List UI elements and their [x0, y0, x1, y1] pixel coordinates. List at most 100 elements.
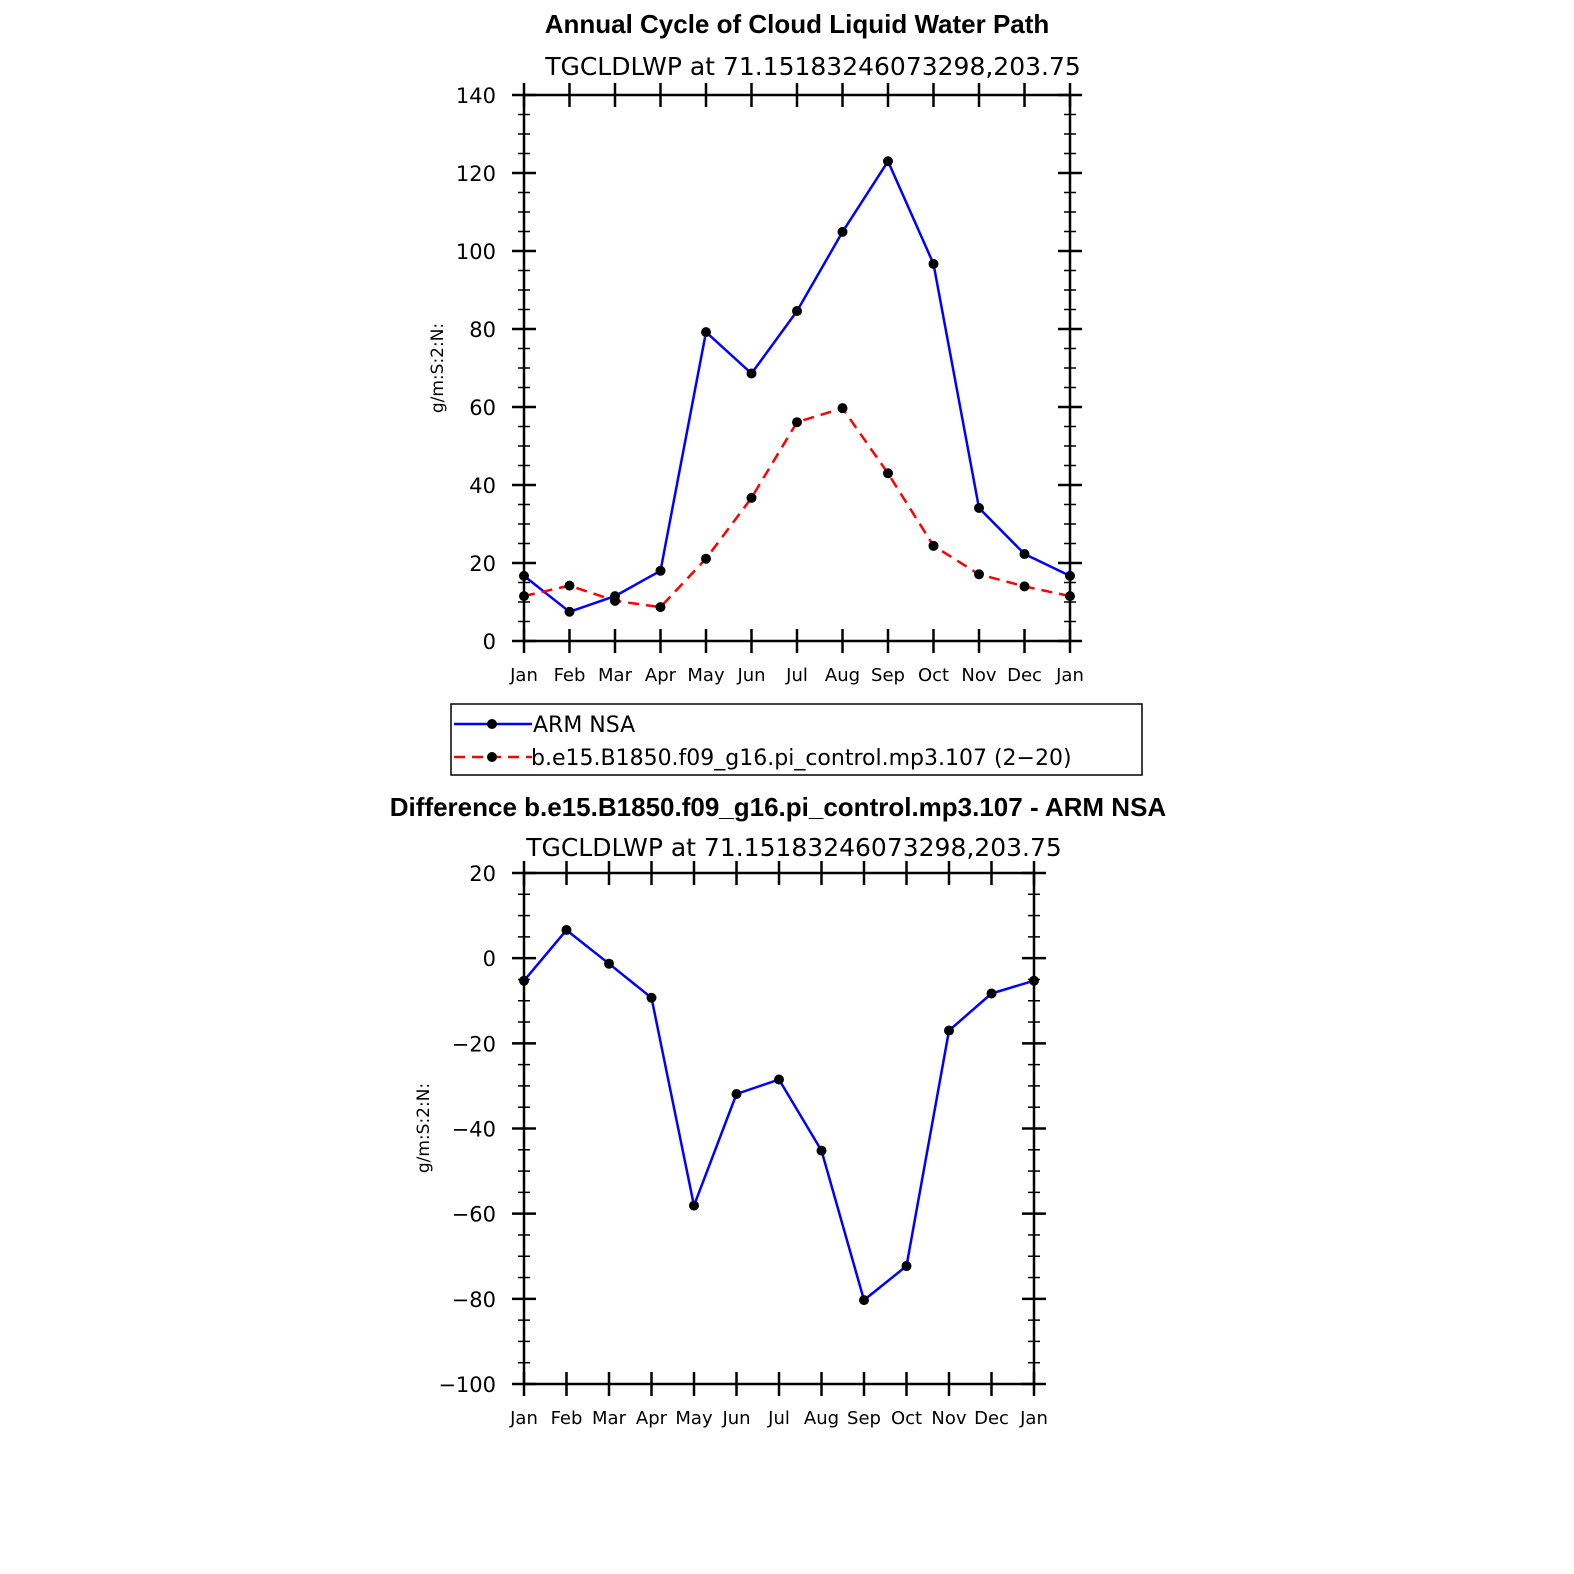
chart-title: Annual Cycle of Cloud Liquid Water Path — [545, 9, 1050, 39]
data-point — [655, 602, 666, 613]
data-point — [561, 925, 572, 936]
y-tick-label: 20 — [469, 552, 496, 576]
data-point — [883, 468, 893, 479]
data-point — [604, 958, 614, 969]
x-tick-label: Jun — [736, 665, 765, 686]
x-tick-label: Aug — [825, 665, 860, 686]
axis-ticks — [512, 83, 1082, 653]
data-point — [859, 1295, 869, 1306]
x-tick-label: Apr — [636, 1408, 668, 1429]
series-line — [523, 928, 1035, 1302]
series-lines — [523, 928, 1035, 1302]
y-tick-labels: −100 −80 −60 −40 −20 0 20 — [438, 862, 496, 1397]
x-tick-label: Jan — [509, 1408, 538, 1429]
x-tick-label: Jul — [767, 1408, 790, 1429]
data-point — [792, 306, 802, 317]
data-point — [901, 1261, 912, 1272]
series-lines — [523, 160, 1071, 614]
x-tick-label: Apr — [645, 665, 677, 686]
x-tick-label: Sep — [847, 1408, 881, 1429]
y-tick-label: −40 — [452, 1118, 496, 1142]
data-point — [701, 327, 711, 338]
y-axis-label: g/m:S:2:N: — [414, 1083, 434, 1173]
plot-frame — [522, 871, 1036, 1386]
y-tick-label: 0 — [483, 630, 496, 654]
y-tick-label: 100 — [456, 240, 496, 264]
x-tick-label: Jul — [785, 665, 808, 686]
annual-cycle-panel: Annual Cycle of Cloud Liquid Water Path … — [428, 9, 1084, 686]
y-tick-label: −20 — [452, 1032, 496, 1056]
x-tick-label: Aug — [804, 1408, 839, 1429]
x-tick-labels: Jan Feb Mar Apr May Jun Jul Aug Sep Oct Nov Dec Jan — [509, 1408, 1048, 1429]
x-tick-label: Dec — [1007, 665, 1042, 686]
chart-subtitle: TGCLDLWP at 71.15183246073298,203.75 — [525, 833, 1062, 862]
data-point — [974, 503, 984, 514]
y-tick-label: 20 — [469, 862, 496, 886]
data-point — [701, 553, 711, 564]
series-points — [519, 156, 1075, 617]
data-point — [986, 988, 997, 999]
x-tick-label: Jan — [1019, 1408, 1048, 1429]
x-tick-labels: Jan Feb Mar Apr May Jun Jul Aug Sep Oct Nov Dec Jan — [509, 665, 1084, 686]
x-tick-label: Jun — [721, 1408, 750, 1429]
x-tick-label: Mar — [592, 1408, 627, 1429]
chart-subtitle: TGCLDLWP at 71.15183246073298,203.75 — [544, 52, 1081, 81]
plot-frame — [522, 93, 1072, 643]
y-tick-label: −100 — [438, 1373, 496, 1397]
data-point — [731, 1089, 742, 1100]
legend-label-model: b.e15.B1850.f09_g16.pi_control.mp3.107 (… — [531, 746, 1072, 771]
y-tick-label: 0 — [483, 947, 496, 971]
data-point — [816, 1145, 827, 1156]
legend: ARM NSA b.e15.B1850.f09_g16.pi_control.m… — [450, 703, 1143, 776]
data-point — [564, 606, 575, 617]
x-tick-label: Dec — [974, 1408, 1009, 1429]
y-tick-label: 80 — [469, 318, 496, 342]
data-point — [883, 156, 893, 167]
y-tick-labels: 0 20 40 60 80 100 120 140 — [456, 84, 496, 654]
x-tick-label: May — [687, 665, 725, 686]
x-tick-label: Oct — [918, 665, 949, 686]
x-tick-label: Nov — [931, 1408, 966, 1429]
y-tick-label: 120 — [456, 162, 496, 186]
x-tick-label: Sep — [871, 665, 905, 686]
data-point — [689, 1200, 699, 1211]
legend-entry-model: b.e15.B1850.f09_g16.pi_control.mp3.107 (… — [454, 746, 1072, 771]
data-point — [746, 368, 757, 379]
data-point — [774, 1074, 784, 1085]
data-point — [646, 992, 657, 1003]
data-point — [837, 226, 848, 237]
difference-panel: Difference b.e15.B1850.f09_g16.pi_contro… — [390, 792, 1167, 1429]
data-point — [1019, 581, 1030, 592]
legend-box — [450, 703, 1143, 776]
axis-ticks — [512, 861, 1046, 1396]
y-tick-label: −80 — [452, 1288, 496, 1312]
y-axis-label: g/m:S:2:N: — [428, 323, 448, 413]
y-tick-label: 140 — [456, 84, 496, 108]
series-points — [519, 925, 1039, 1306]
data-point — [837, 403, 848, 414]
x-tick-label: Mar — [598, 665, 633, 686]
x-tick-label: May — [675, 1408, 713, 1429]
y-tick-label: −60 — [452, 1203, 496, 1227]
data-point — [1019, 549, 1030, 560]
data-point — [564, 580, 575, 591]
x-tick-label: Jan — [1055, 665, 1084, 686]
data-point — [928, 258, 939, 269]
legend-marker-model — [487, 752, 497, 762]
x-tick-label: Feb — [554, 665, 586, 686]
data-point — [610, 595, 620, 606]
y-tick-label: 60 — [469, 396, 496, 420]
x-tick-label: Nov — [961, 665, 996, 686]
data-point — [655, 565, 666, 576]
data-point — [974, 569, 984, 580]
y-tick-label: 40 — [469, 474, 496, 498]
data-point — [792, 417, 802, 428]
data-point — [928, 540, 939, 551]
legend-marker-arm-nsa — [487, 719, 497, 729]
series-line — [523, 406, 1071, 609]
x-tick-label: Jan — [509, 665, 538, 686]
data-point — [944, 1025, 954, 1036]
series-line — [523, 160, 1071, 614]
legend-label-arm-nsa: ARM NSA — [533, 713, 635, 738]
